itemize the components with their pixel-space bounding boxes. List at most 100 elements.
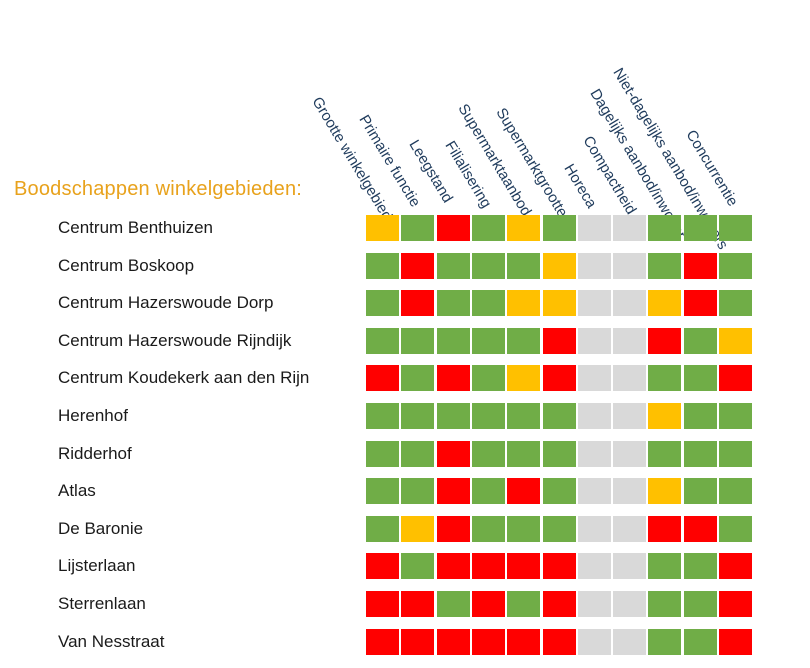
heatmap-cell [719,591,752,617]
heatmap-cell [719,515,752,542]
row-label: Centrum Koudekerk aan den Rijn [58,368,310,388]
heatmap-cell [613,290,647,317]
heatmap-cell [648,440,682,467]
heatmap-cell [401,290,435,317]
heatmap-cell [542,628,576,655]
heatmap-cell [401,215,435,241]
heatmap-cell [683,553,717,580]
heatmap-cell [613,478,647,505]
heatmap-cell [648,628,682,655]
heatmap-cell [366,478,399,505]
heatmap-cell [719,327,752,354]
heatmap-cell [507,403,541,429]
row-label: Centrum Hazerswoude Rijndijk [58,330,292,350]
heatmap-cell [683,215,717,241]
heatmap-cell [613,215,647,241]
heatmap-cell [507,553,541,580]
heatmap-cell [648,403,682,429]
heatmap-cell [577,440,611,467]
heatmap-cell [542,215,576,241]
heatmap-cell [401,515,435,542]
row-label: Centrum Hazerswoude Dorp [58,293,274,313]
heatmap-cell [683,252,717,279]
row-label: Lijsterlaan [58,556,136,576]
row-label: Van Nesstraat [58,631,165,651]
heatmap-cell [366,252,399,279]
heatmap-cell [366,403,399,429]
heatmap-cell [577,290,611,317]
heatmap-cell [577,252,611,279]
heatmap-cell [366,290,399,317]
row-label: Centrum Benthuizen [58,218,213,237]
heatmap-cell [471,478,505,505]
heatmap-cell [577,215,611,241]
heatmap-cell [401,591,435,617]
heatmap-cell [436,478,470,505]
heatmap-cell [436,215,470,241]
heatmap-cell [507,628,541,655]
heatmap-cell [577,403,611,429]
heatmap-cell [401,252,435,279]
heatmap-cell [719,215,752,241]
heatmap-cell [507,290,541,317]
heatmap-cell [366,365,399,392]
heatmap-cell [471,628,505,655]
row-label: Sterrenlaan [58,594,146,613]
heatmap-cell [471,215,505,241]
heatmap-cell [507,365,541,392]
heatmap-cell [401,327,435,354]
heatmap-cell [613,327,647,354]
heatmap-cell [436,327,470,354]
heatmap-cell [613,628,647,655]
heatmap-cell [719,290,752,317]
heatmap-cell [683,515,717,542]
heatmap-cell [436,515,470,542]
heatmap-cell [471,553,505,580]
heatmap-cell [542,591,576,617]
heatmap-cell [613,591,647,617]
heatmap-cell [436,365,470,392]
heatmap-cell [648,515,682,542]
heatmap-cell [471,403,505,429]
heatmap-cell [613,515,647,542]
heatmap-cell [401,440,435,467]
heatmap-cell [648,365,682,392]
heatmap-cell [648,215,682,241]
heatmap-cell [542,290,576,317]
heatmap-cell [719,365,752,392]
heatmap-cell [507,515,541,542]
heatmap-cell [577,327,611,354]
heatmap-cell [471,327,505,354]
heatmap-cell [471,591,505,617]
heatmap-cell [471,440,505,467]
heatmap-cell [683,403,717,429]
heatmap-cell [366,215,399,241]
heatmap-cell [366,553,399,580]
heatmap-cell [542,553,576,580]
heatmap-cell [401,478,435,505]
heatmap-cell [542,515,576,542]
heatmap-cell [401,365,435,392]
row-label: De Baronie [58,518,144,538]
heatmap-cell [542,365,576,392]
section-title: Boodschappen winkelgebieden: [14,178,303,200]
heatmap-cell [366,440,399,467]
heatmap-cell [366,591,399,617]
heatmap-cell [542,478,576,505]
heatmap-cell [683,327,717,354]
heatmap-cell [683,365,717,392]
heatmap-cell [648,553,682,580]
heatmap-cell [719,628,752,655]
heatmap-cell [648,252,682,279]
heatmap-cell [471,290,505,317]
heatmap-cell [613,440,647,467]
heatmap-cell [683,628,717,655]
heatmap-cell [366,327,399,354]
heatmap-cell [683,440,717,467]
heatmap-cell [683,290,717,317]
heatmap-cell [507,591,541,617]
row-label: Ridderhof [58,443,132,463]
heatmap-cell [542,327,576,354]
heatmap-cell [613,252,647,279]
